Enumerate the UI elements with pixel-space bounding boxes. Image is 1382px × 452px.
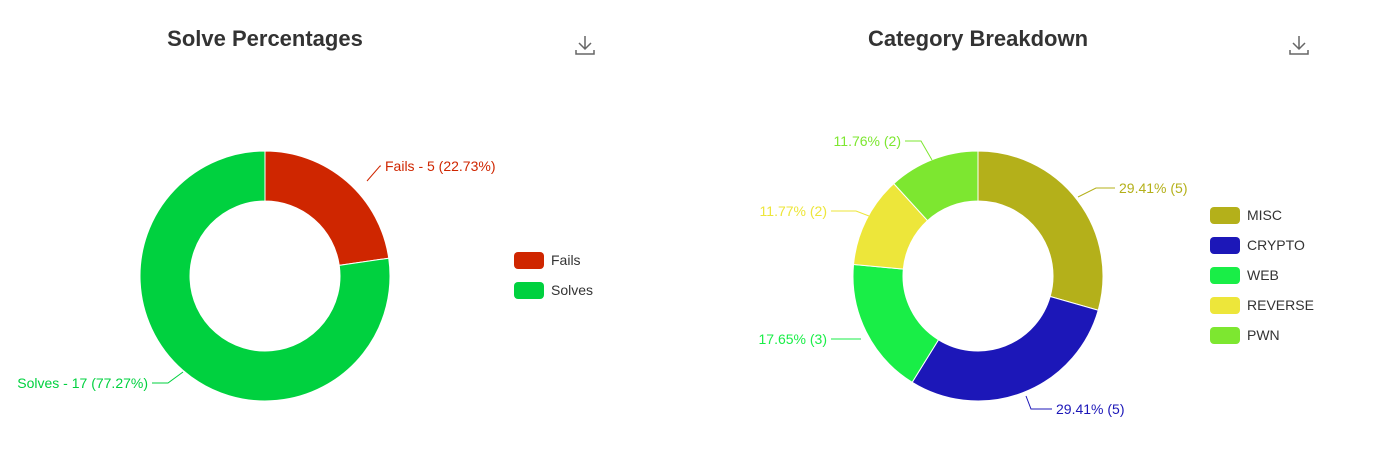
leader-line xyxy=(366,165,381,182)
legend-swatch[interactable] xyxy=(514,282,544,299)
slice-label: Fails - 5 (22.73%) xyxy=(385,158,495,174)
leader-line xyxy=(905,140,933,161)
slice-label: Solves - 17 (77.27%) xyxy=(17,375,148,391)
slice-label: 11.77% (2) xyxy=(760,203,827,219)
slice-label: 29.41% (5) xyxy=(1056,401,1124,417)
legend-label[interactable]: PWN xyxy=(1247,327,1280,343)
legend-swatch[interactable] xyxy=(1210,267,1240,284)
legend-label[interactable]: Fails xyxy=(551,252,581,268)
leader-line xyxy=(831,210,870,217)
legend-label[interactable]: CRYPTO xyxy=(1247,237,1305,253)
download-icon[interactable] xyxy=(1287,33,1311,57)
legend-swatch[interactable] xyxy=(1210,207,1240,224)
category-breakdown-panel: Category Breakdown 29.41% (5) 29.41% (5) 1… xyxy=(691,0,1382,452)
download-icon[interactable] xyxy=(573,33,597,57)
legend-swatch[interactable] xyxy=(1210,327,1240,344)
legend-label[interactable]: WEB xyxy=(1247,267,1279,283)
category-breakdown-chart: 29.41% (5) 29.41% (5) 17.65% (3) 11.77% (2)… xyxy=(759,133,1314,417)
leader-line xyxy=(1077,187,1115,198)
leader-line xyxy=(152,371,184,384)
legend-swatch[interactable] xyxy=(1210,297,1240,314)
slice-label: 17.65% (3) xyxy=(759,331,827,347)
legend-label[interactable]: Solves xyxy=(551,282,593,298)
slice-misc[interactable] xyxy=(977,150,1104,311)
slice-crypto[interactable] xyxy=(911,295,1099,402)
chart-title: Category Breakdown xyxy=(867,26,1089,51)
leader-line xyxy=(1025,395,1052,410)
slice-label: 29.41% (5) xyxy=(1119,180,1187,196)
legend-swatch[interactable] xyxy=(514,252,544,269)
slice-label: 11.76% (2) xyxy=(834,133,901,149)
legend-label[interactable]: REVERSE xyxy=(1247,297,1314,313)
solve-percentages-chart: Fails - 5 (22.73%) Solves - 17 (77.27%) Fa… xyxy=(17,150,593,402)
slice-fails[interactable] xyxy=(264,150,390,266)
slice-solves[interactable] xyxy=(139,150,391,402)
legend-swatch[interactable] xyxy=(1210,237,1240,254)
slice-pwn[interactable] xyxy=(893,150,979,222)
legend-label[interactable]: MISC xyxy=(1247,207,1282,223)
chart-title: Solve Percentages xyxy=(167,26,363,51)
solve-percentages-panel: Solve Percentages Fails - 5 (22.73%) Solv… xyxy=(17,26,597,402)
